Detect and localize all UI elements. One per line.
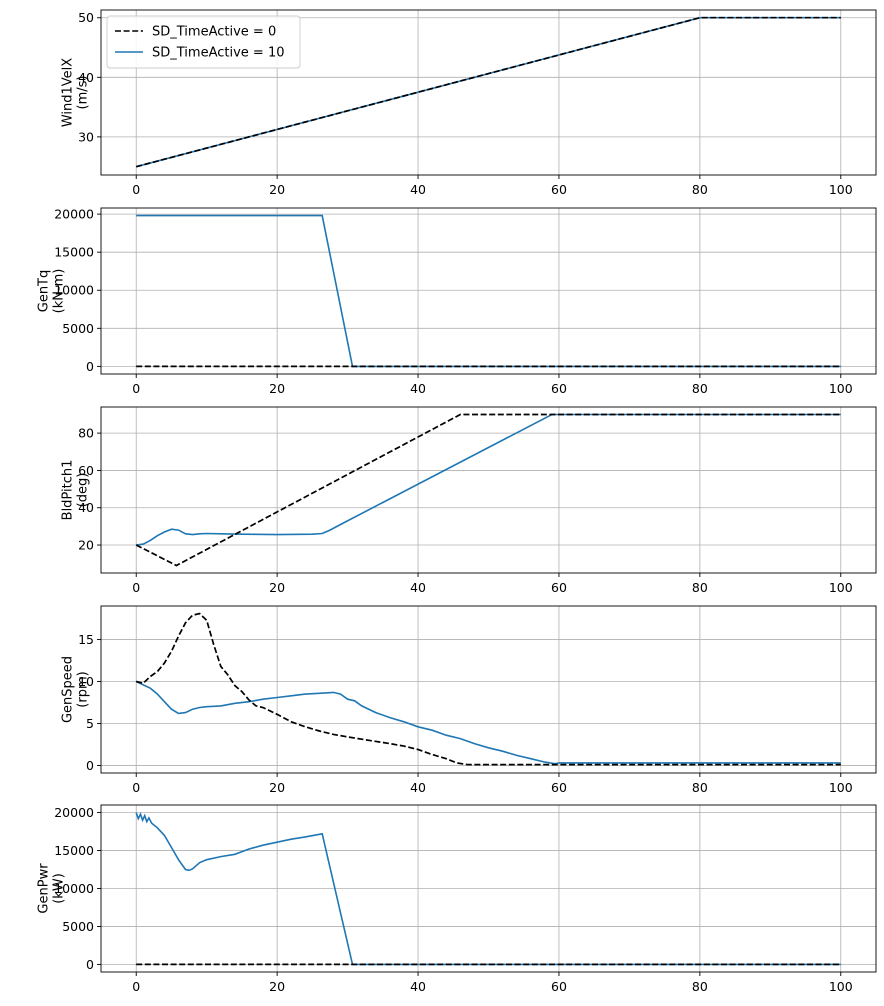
y-tick-label: 20000 [54, 805, 94, 820]
y-tick-label: 15000 [54, 843, 94, 858]
y-tick-label: 10000 [54, 881, 94, 896]
y-tick-label: 40 [78, 500, 94, 515]
x-tick-label: 40 [410, 979, 426, 994]
y-tick-label: 0 [86, 359, 94, 374]
y-tick-label: 80 [78, 426, 94, 441]
y-tick-label: 40 [78, 70, 94, 85]
axes-frame [100, 406, 877, 574]
x-tick-label: 20 [269, 182, 285, 197]
subplot-2: 0 20 40 60 80 100 0 5000 10000 15000 20000 GenTq(kN… [37, 207, 877, 396]
axes-frame [100, 605, 877, 774]
x-tick-label: 20 [269, 780, 285, 795]
y-tick-label: 0 [86, 758, 94, 773]
axes-frame [100, 207, 877, 375]
x-tick-label: 100 [829, 580, 853, 595]
x-tick-label: 80 [692, 381, 708, 396]
y-tick-label: 0 [86, 957, 94, 972]
y-axis-label: BldPitch1(deg) [61, 460, 91, 521]
y-tick-label: 5000 [62, 919, 94, 934]
series-line-sd-timeactive-10 [135, 811, 841, 966]
x-tick-label: 40 [410, 580, 426, 595]
x-tick-label: 80 [692, 182, 708, 197]
x-tick-label: 0 [132, 979, 140, 994]
x-tick-label: 0 [132, 580, 140, 595]
x-tick-label: 40 [410, 381, 426, 396]
y-tick-label: 5 [86, 716, 94, 731]
x-tick-label: 0 [132, 780, 140, 795]
x-tick-label: 40 [410, 780, 426, 795]
series-line-sd-timeactive-0 [136, 612, 841, 766]
axes-frame [100, 9, 877, 176]
x-tick-label: 100 [829, 182, 853, 197]
legend-label: SD_TimeActive = 0 [152, 25, 276, 40]
x-tick-label: 20 [269, 580, 285, 595]
x-tick-label: 60 [551, 780, 567, 795]
subplot-4: 0 20 40 60 80 100 0 5 10 15 GenSpeed(rpm) [61, 605, 877, 795]
x-tick-label: 0 [132, 182, 140, 197]
series-line-sd-timeactive-10 [136, 413, 841, 546]
subplot-3: 0 20 40 60 80 100 20 40 60 80 BldPitch1(deg) [61, 406, 877, 595]
y-tick-label: 5000 [62, 321, 94, 336]
x-tick-label: 100 [829, 381, 853, 396]
y-tick-label: 15 [78, 632, 94, 647]
x-tick-label: 60 [551, 182, 567, 197]
x-tick-label: 60 [551, 979, 567, 994]
y-tick-label: 10 [78, 674, 94, 689]
y-tick-label: 20 [78, 538, 94, 553]
x-tick-label: 60 [551, 580, 567, 595]
x-tick-label: 20 [269, 381, 285, 396]
x-tick-label: 20 [269, 979, 285, 994]
x-tick-label: 0 [132, 381, 140, 396]
series-line-sd-timeactive-0 [135, 16, 841, 168]
series-line-sd-timeactive-0 [135, 413, 841, 567]
y-axis-label: GenPwr(kW) [37, 863, 67, 914]
y-axis-label: Wind1VelX(m/s) [61, 58, 91, 127]
y-tick-label: 20000 [54, 207, 94, 222]
y-tick-label: 50 [78, 10, 94, 25]
x-tick-label: 80 [692, 780, 708, 795]
y-axis-label: GenTq(kN-m) [37, 269, 67, 314]
legend-label: SD_TimeActive = 10 [152, 46, 285, 61]
y-tick-label: 15000 [54, 245, 94, 260]
subplot-5: 0 20 40 60 80 100 0 5000 10000 15000 20000 GenPwr(k… [37, 804, 877, 994]
series-line-sd-timeactive-10 [136, 214, 841, 368]
y-tick-label: 60 [78, 463, 94, 478]
y-tick-label: 30 [78, 129, 94, 144]
legend-box [106, 15, 301, 69]
x-tick-label: 100 [829, 979, 853, 994]
series-line-sd-timeactive-10 [135, 680, 841, 765]
x-tick-label: 100 [829, 780, 853, 795]
y-tick-label: 10000 [54, 283, 94, 298]
y-axis-label: GenSpeed(rpm) [61, 656, 91, 723]
x-tick-label: 40 [410, 182, 426, 197]
legend: SD_TimeActive = 0 SD_TimeActive = 10 [106, 15, 301, 69]
x-tick-label: 80 [692, 979, 708, 994]
x-tick-label: 80 [692, 580, 708, 595]
subplot-1: 0 20 40 60 80 100 30 40 50 Wind1VelX(m/s) SD_TimeA… [61, 9, 877, 197]
x-tick-label: 60 [551, 381, 567, 396]
